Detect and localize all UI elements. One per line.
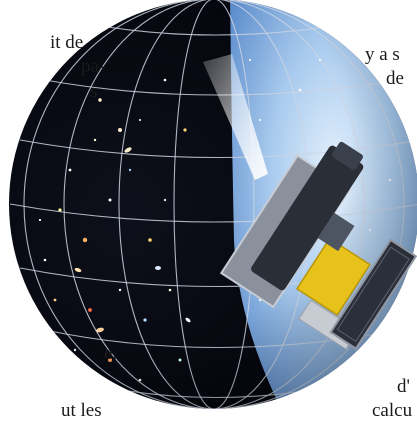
left-text-line-5: ut les	[61, 400, 102, 421]
left-text-line-3: s	[90, 81, 98, 102]
right-text-line-2: de	[386, 68, 404, 89]
right-text-line-4: calcu	[372, 400, 413, 421]
left-text-line-2: pa-	[81, 56, 106, 77]
right-text-line-1: y a s	[365, 44, 400, 65]
right-text-line-3: d'	[397, 376, 410, 397]
left-text-line-1: it de	[50, 32, 84, 53]
space-telescope-icon	[219, 141, 417, 350]
left-text-line-4: e.	[104, 343, 118, 364]
